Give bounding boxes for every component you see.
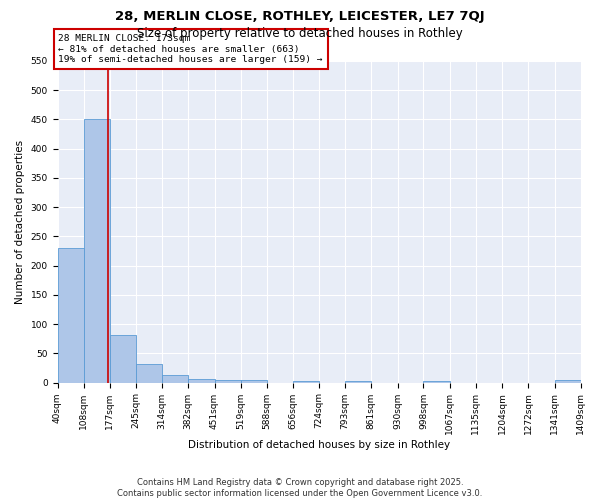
Bar xyxy=(215,380,241,382)
Text: Size of property relative to detached houses in Rothley: Size of property relative to detached ho… xyxy=(137,28,463,40)
Bar xyxy=(83,120,110,382)
Bar xyxy=(554,380,581,382)
Text: 28, MERLIN CLOSE, ROTHLEY, LEICESTER, LE7 7QJ: 28, MERLIN CLOSE, ROTHLEY, LEICESTER, LE… xyxy=(115,10,485,23)
Bar xyxy=(345,381,371,382)
Bar xyxy=(58,248,83,382)
Bar xyxy=(162,375,188,382)
Bar xyxy=(424,381,450,382)
Text: Contains HM Land Registry data © Crown copyright and database right 2025.
Contai: Contains HM Land Registry data © Crown c… xyxy=(118,478,482,498)
Bar xyxy=(110,334,136,382)
Text: 28 MERLIN CLOSE: 173sqm
← 81% of detached houses are smaller (663)
19% of semi-d: 28 MERLIN CLOSE: 173sqm ← 81% of detache… xyxy=(58,34,323,64)
Bar xyxy=(188,378,215,382)
X-axis label: Distribution of detached houses by size in Rothley: Distribution of detached houses by size … xyxy=(188,440,450,450)
Y-axis label: Number of detached properties: Number of detached properties xyxy=(15,140,25,304)
Bar xyxy=(293,381,319,382)
Bar xyxy=(136,364,162,382)
Bar xyxy=(241,380,267,382)
